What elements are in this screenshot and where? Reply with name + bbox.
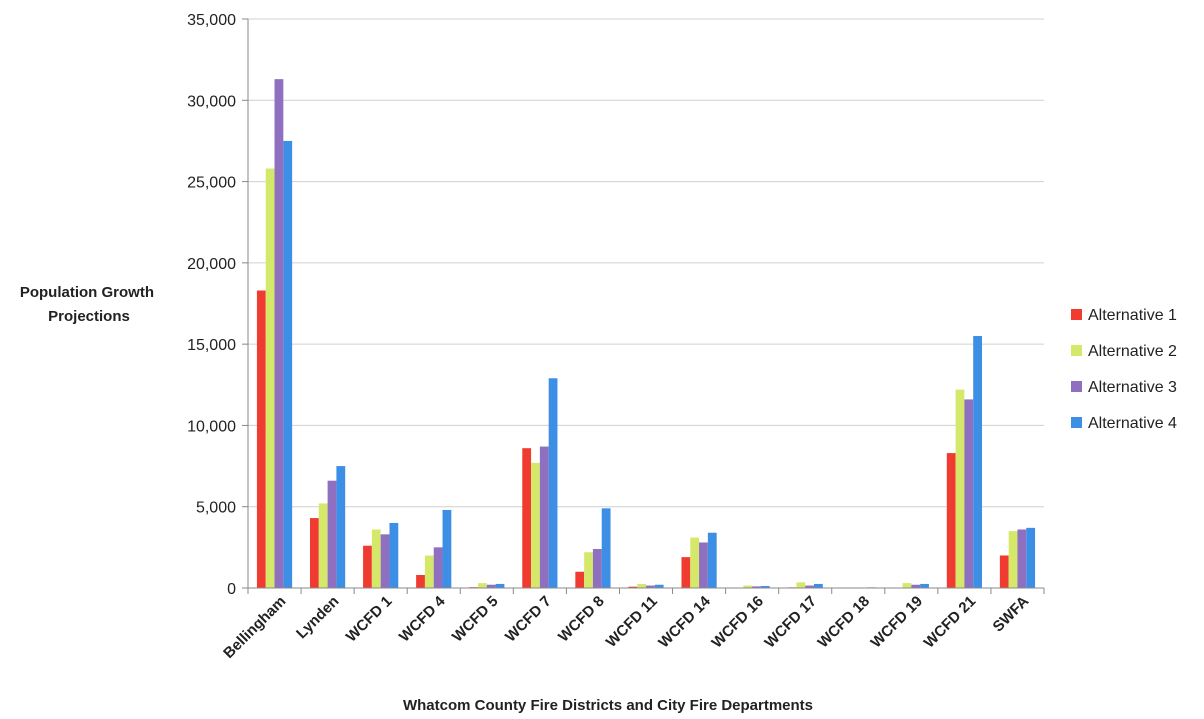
bar	[433, 547, 443, 588]
bar	[920, 583, 929, 588]
bar	[1026, 527, 1036, 588]
bar	[486, 584, 496, 588]
bar	[814, 583, 823, 588]
bar	[389, 522, 399, 588]
legend-label: Alternative 3	[1088, 379, 1177, 396]
bar	[690, 537, 700, 588]
bar	[999, 555, 1009, 588]
bar	[531, 462, 540, 588]
y-tick-label: 15,000	[187, 337, 236, 354]
bar	[522, 448, 532, 588]
bar	[592, 548, 602, 588]
y-tick-label: 25,000	[187, 175, 236, 192]
y-tick-labels: 0 5,000 10,000 15,000 20,000 25,000 30,000 35,0…	[187, 12, 236, 598]
x-tick-label: WCFD 4	[396, 592, 449, 645]
bar	[902, 583, 912, 588]
grid	[242, 18, 1045, 594]
x-tick-label: WCFD 18	[815, 593, 874, 652]
bar	[265, 168, 275, 588]
bar	[495, 583, 505, 588]
bar	[424, 555, 434, 588]
x-axis-title: Whatcom County Fire Districts and City F…	[403, 697, 813, 714]
bar	[539, 446, 549, 588]
x-tick-label: SWFA	[990, 593, 1033, 636]
bar	[548, 378, 558, 588]
bar	[654, 584, 664, 588]
bar	[416, 574, 425, 588]
bar	[274, 79, 284, 589]
x-tick-labels: Bellingham Lynden WCFD 1 WCFD 4 WCFD 5 WCFD 7…	[220, 592, 1032, 662]
x-tick-label: WCFD 14	[655, 592, 714, 651]
y-tick-label: 30,000	[187, 93, 236, 110]
bar	[601, 508, 611, 588]
bar	[371, 529, 381, 588]
bar	[327, 480, 337, 588]
y-tick-label: 5,000	[196, 500, 236, 517]
bar	[637, 583, 646, 588]
bar	[1017, 529, 1027, 588]
y-tick-label: 35,000	[187, 12, 236, 29]
bar	[310, 518, 319, 588]
x-tick-label: WCFD 16	[708, 593, 767, 652]
x-tick-label: WCFD 19	[868, 593, 927, 652]
bar	[964, 399, 974, 588]
bar	[575, 571, 585, 588]
bar	[699, 542, 708, 588]
bar	[946, 453, 956, 588]
x-tick-label: WCFD 8	[555, 593, 608, 646]
axes	[247, 19, 1044, 589]
bar	[955, 389, 965, 588]
bar	[283, 140, 293, 588]
bar	[478, 583, 487, 588]
bar	[973, 336, 982, 588]
bar	[805, 585, 814, 588]
bar	[911, 584, 921, 588]
x-tick-label: WCFD 21	[921, 593, 980, 652]
bar	[681, 557, 691, 588]
y-tick-label: 0	[227, 581, 236, 598]
bar	[707, 532, 717, 588]
bar	[628, 586, 638, 588]
bar	[318, 503, 328, 588]
bar	[584, 552, 593, 588]
x-tick-label: WCFD 17	[761, 593, 820, 652]
x-tick-label: Bellingham	[220, 593, 289, 662]
legend-swatch	[1071, 381, 1082, 392]
x-tick-label: WCFD 11	[603, 593, 661, 651]
x-tick-label: WCFD 5	[449, 593, 502, 646]
legend-swatch	[1071, 309, 1082, 320]
legend: Alternative 1 Alternative 2 Alternative 3 A…	[1071, 307, 1177, 432]
bar	[752, 586, 761, 588]
legend-swatch	[1071, 417, 1082, 428]
bar	[743, 585, 753, 588]
bar	[363, 545, 372, 588]
y-axis-title: Population Growth Projections	[20, 284, 158, 325]
y-tick-label: 10,000	[187, 418, 236, 435]
x-tick-label: WCFD 7	[502, 593, 555, 646]
legend-label: Alternative 4	[1088, 415, 1177, 432]
bar	[796, 582, 806, 588]
bars	[256, 79, 1036, 589]
bar	[256, 290, 266, 588]
x-tick-label: Lynden	[293, 593, 342, 642]
x-tick-label: WCFD 1	[343, 593, 396, 646]
y-tick-label: 20,000	[187, 256, 236, 273]
bar	[380, 534, 390, 588]
legend-label: Alternative 1	[1088, 307, 1177, 324]
bar	[336, 466, 346, 588]
bar	[760, 586, 770, 588]
bar	[1008, 531, 1018, 588]
legend-swatch	[1071, 345, 1082, 356]
bar	[442, 509, 452, 588]
legend-label: Alternative 2	[1088, 343, 1177, 360]
bar	[646, 585, 655, 588]
